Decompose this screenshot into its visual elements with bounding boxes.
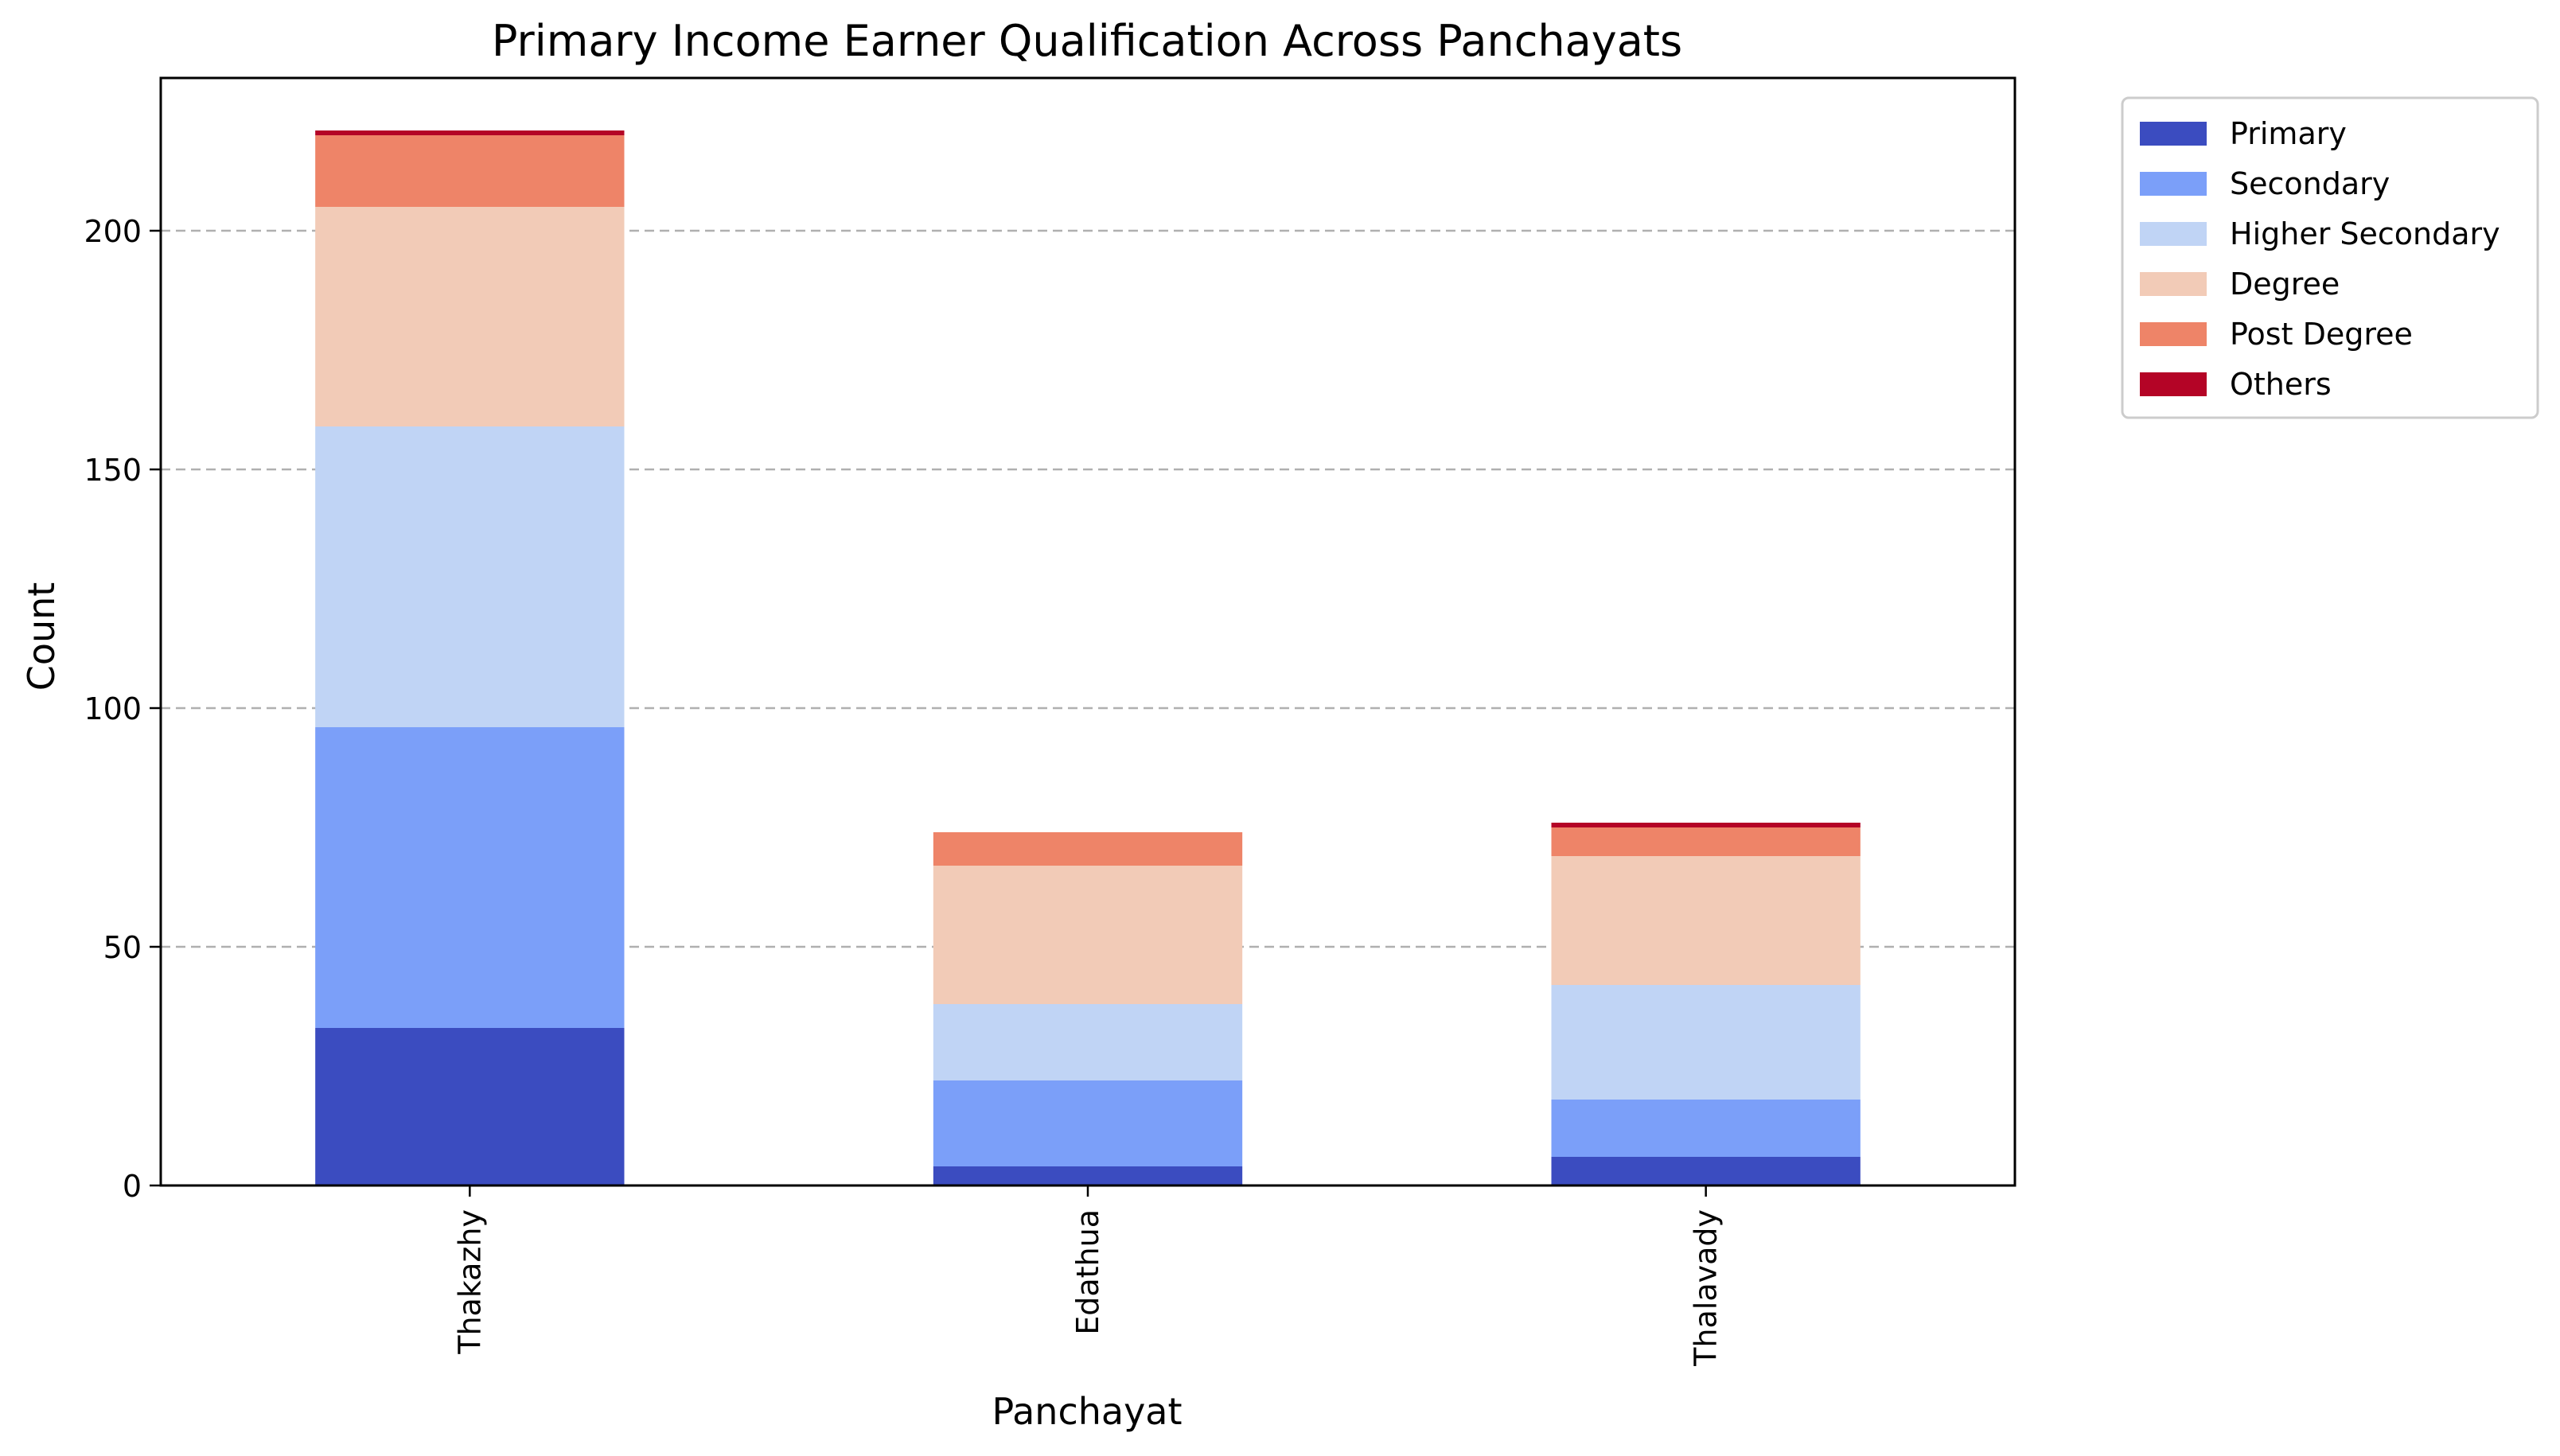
x-tick-label-edathua: Edathua: [1070, 1209, 1105, 1335]
legend-box: [2121, 96, 2539, 419]
bar-thakazhy-degree: [315, 207, 625, 426]
legend-label-degree: Degree: [2230, 267, 2340, 302]
bar-thakazhy-higher-secondary: [315, 426, 625, 727]
y-axis-label: Count: [20, 582, 63, 691]
chart-title: Primary Income Earner Qualification Acro…: [492, 16, 1682, 66]
y-tick-label-200: 200: [84, 214, 142, 249]
bar-thalavady-others: [1551, 823, 1861, 827]
y-tick-label-0: 0: [123, 1169, 142, 1204]
legend-swatch-primary: [2140, 122, 2207, 146]
legend: Primary Secondary Higher Secondary Degree Po…: [2121, 96, 2539, 419]
x-tick-label-thalavady: Thalavady: [1689, 1209, 1724, 1367]
bar-thakazhy-others: [315, 130, 625, 135]
legend-swatch-secondary: [2140, 172, 2207, 196]
y-axis: 0 50 100 150 200: [84, 214, 161, 1204]
legend-label-higher-secondary: Higher Secondary: [2230, 216, 2500, 251]
x-tick-label-thakazhy: Thakazhy: [452, 1209, 487, 1355]
bar-edathua-primary: [933, 1166, 1243, 1185]
bars: [315, 130, 1861, 1185]
bar-thalavady-degree: [1551, 856, 1861, 985]
legend-label-secondary: Secondary: [2230, 166, 2390, 201]
bar-thalavady-secondary: [1551, 1100, 1861, 1157]
legend-swatch-post-degree: [2140, 322, 2207, 346]
bar-thakazhy-post-degree: [315, 135, 625, 207]
legend-label-others: Others: [2230, 367, 2332, 402]
bar-thalavady-higher-secondary: [1551, 985, 1861, 1100]
legend-swatch-others: [2140, 372, 2207, 396]
x-axis: Thakazhy Edathua Thalavady: [452, 1185, 1724, 1367]
bar-edathua-secondary: [933, 1080, 1243, 1166]
legend-label-post-degree: Post Degree: [2230, 317, 2413, 352]
bar-edathua-post-degree: [933, 832, 1243, 866]
legend-swatch-higher-secondary: [2140, 222, 2207, 246]
bar-thakazhy-primary: [315, 1028, 625, 1185]
y-tick-label-100: 100: [84, 691, 142, 726]
bar-thalavady-primary: [1551, 1157, 1861, 1185]
bar-edathua-higher-secondary: [933, 1004, 1243, 1080]
legend-swatch-degree: [2140, 272, 2207, 296]
legend-label-primary: Primary: [2230, 116, 2347, 151]
y-tick-label-150: 150: [84, 453, 142, 488]
bar-thakazhy-secondary: [315, 727, 625, 1028]
y-tick-label-50: 50: [103, 930, 142, 965]
bar-thalavady-post-degree: [1551, 827, 1861, 856]
x-axis-label: Panchayat: [992, 1390, 1182, 1433]
bar-edathua-degree: [933, 866, 1243, 1004]
